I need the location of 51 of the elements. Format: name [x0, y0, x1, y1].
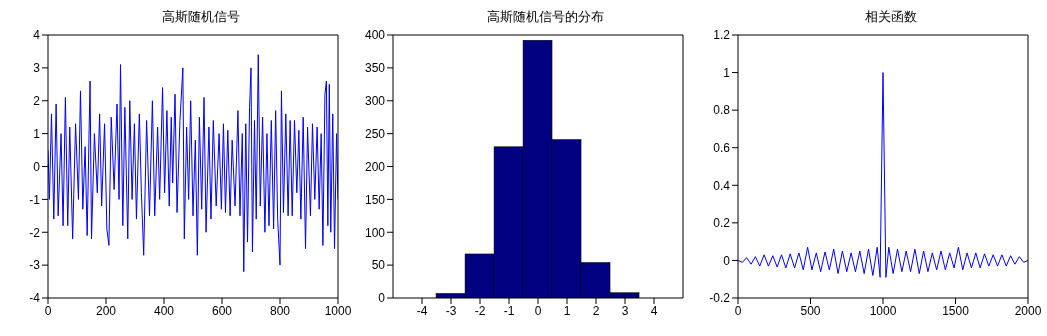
x-tick-label: -1	[503, 303, 515, 318]
line-series	[738, 72, 1028, 278]
y-tick-label: 150	[364, 192, 386, 207]
y-tick-label: 0	[33, 159, 41, 174]
x-tick-label: 800	[269, 303, 291, 318]
x-tick-label: -3	[445, 303, 457, 318]
y-tick-label: 1	[33, 126, 41, 141]
y-tick-label: 1.2	[713, 28, 731, 43]
y-tick-label: -2	[29, 225, 41, 240]
y-tick-label: 400	[364, 28, 386, 43]
x-tick-label: -4	[416, 303, 428, 318]
y-tick-label: 0	[723, 253, 731, 268]
y-tick-label: 250	[364, 126, 386, 141]
x-tick-label: 3	[621, 303, 629, 318]
x-tick-label: -2	[474, 303, 486, 318]
chart-title: 相关函数	[863, 8, 918, 26]
x-tick-label: 500	[800, 303, 821, 318]
y-tick-label: 0.4	[713, 178, 731, 193]
chart-title: 高斯随机信号	[160, 8, 241, 26]
chart-title: 高斯随机信号的分布	[486, 8, 605, 26]
x-tick-label: 400	[153, 303, 175, 318]
y-tick-label: -3	[29, 258, 41, 273]
y-tick-label: 350	[364, 61, 386, 76]
x-tick-label: 2	[592, 303, 600, 318]
x-tick-label: 1000	[869, 303, 897, 318]
y-tick-label: 4	[33, 28, 41, 43]
x-tick-label: 0	[734, 303, 742, 318]
y-tick-label: 50	[371, 258, 386, 273]
x-tick-label: 1	[563, 303, 571, 318]
y-tick-label: 0.8	[713, 103, 731, 118]
x-tick-label: 200	[95, 303, 117, 318]
y-tick-label: 200	[364, 159, 386, 174]
line-series	[48, 54, 338, 273]
y-tick-label: -4	[29, 291, 41, 306]
y-tick-label: -0.2	[709, 291, 731, 306]
y-tick-label: -1	[29, 192, 41, 207]
y-tick-label: 2	[33, 94, 41, 109]
y-tick-label: 0.2	[713, 216, 731, 231]
y-tick-label: 1	[723, 65, 731, 80]
x-tick-label: 1500	[942, 303, 970, 318]
x-tick-label: 0	[534, 303, 542, 318]
y-tick-label: 3	[33, 61, 41, 76]
y-tick-label: 100	[364, 225, 386, 240]
x-tick-label: 600	[211, 303, 233, 318]
x-tick-label: 0	[44, 303, 52, 318]
y-tick-label: 0	[378, 291, 386, 306]
x-tick-label: 2000	[1014, 303, 1042, 318]
y-tick-label: 300	[364, 94, 386, 109]
x-tick-label: 1000	[324, 303, 352, 318]
y-tick-label: 0.6	[713, 140, 731, 155]
x-tick-label: 4	[650, 303, 658, 318]
